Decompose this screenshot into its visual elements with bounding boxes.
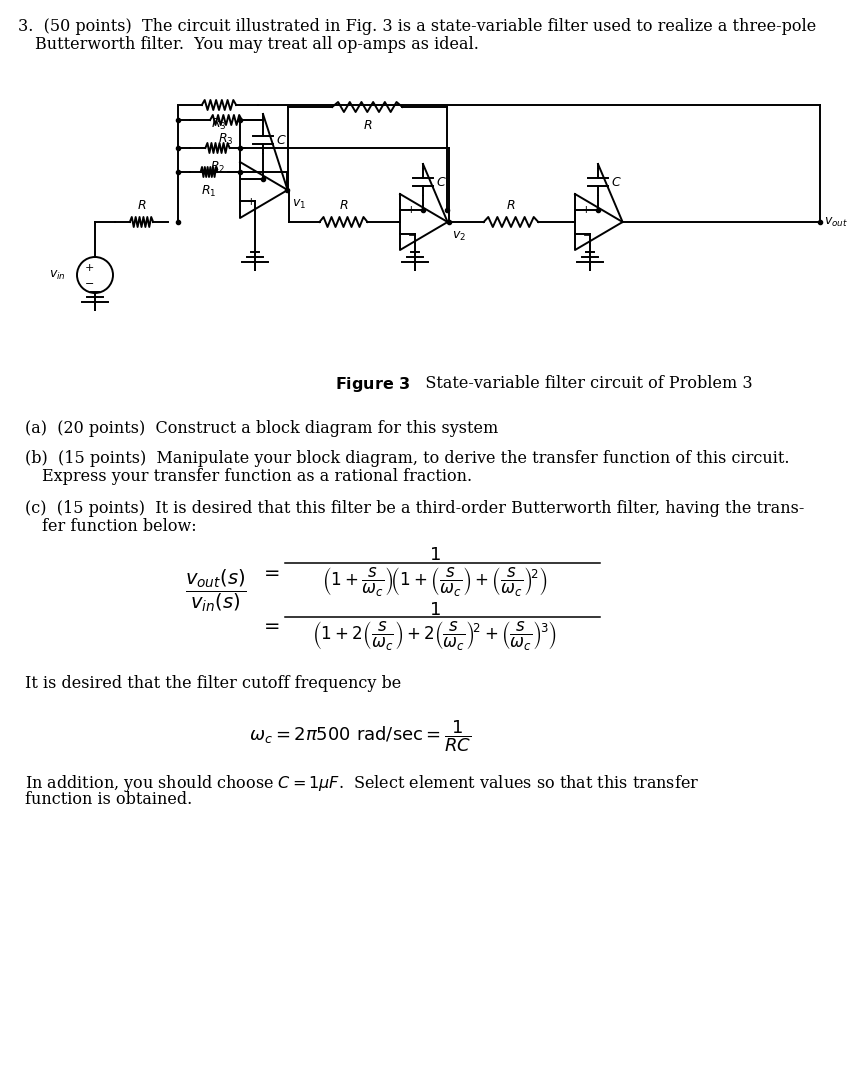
Text: Butterworth filter.  You may treat all op-amps as ideal.: Butterworth filter. You may treat all op… xyxy=(35,36,479,53)
Text: $v_1$: $v_1$ xyxy=(291,198,305,211)
Text: $R$: $R$ xyxy=(506,200,515,212)
Text: $C$: $C$ xyxy=(276,133,287,146)
Text: $-$: $-$ xyxy=(84,277,94,287)
Text: $\omega_c = 2\pi500\ \mathrm{rad/sec} = \dfrac{1}{RC}$: $\omega_c = 2\pi500\ \mathrm{rad/sec} = … xyxy=(248,718,471,753)
Text: Express your transfer function as a rational fraction.: Express your transfer function as a rati… xyxy=(42,468,472,485)
Text: $\mathbf{Figure\ 3}$: $\mathbf{Figure\ 3}$ xyxy=(334,375,409,394)
Text: (c)  (15 points)  It is desired that this filter be a third-order Butterworth fi: (c) (15 points) It is desired that this … xyxy=(25,500,804,517)
Text: +: + xyxy=(247,196,255,207)
Text: +: + xyxy=(84,262,94,273)
Text: $R_3$: $R_3$ xyxy=(218,132,234,147)
Text: $R_3$: $R_3$ xyxy=(211,117,227,132)
Text: $1$: $1$ xyxy=(428,546,440,564)
Text: $-$: $-$ xyxy=(247,173,256,184)
Text: 3.  (50 points)  The circuit illustrated in Fig. 3 is a state-variable filter us: 3. (50 points) The circuit illustrated i… xyxy=(18,18,815,35)
Text: $R$: $R$ xyxy=(339,200,348,212)
Text: +: + xyxy=(407,205,415,216)
Text: $v_{in}$: $v_{in}$ xyxy=(49,269,66,282)
Text: $=$: $=$ xyxy=(259,615,280,634)
Text: $\dfrac{v_{out}(s)}{v_{in}(s)}$: $\dfrac{v_{out}(s)}{v_{in}(s)}$ xyxy=(185,567,247,614)
Text: $R_2$: $R_2$ xyxy=(210,160,225,175)
Text: $v_{out}$: $v_{out}$ xyxy=(823,216,847,228)
Text: State-variable filter circuit of Problem 3: State-variable filter circuit of Problem… xyxy=(409,375,751,392)
Text: fer function below:: fer function below: xyxy=(42,517,196,535)
Text: $1$: $1$ xyxy=(428,601,440,619)
Text: $R$: $R$ xyxy=(363,120,372,132)
Text: $C$: $C$ xyxy=(436,176,446,189)
Text: $v_2$: $v_2$ xyxy=(451,230,465,243)
Text: $=$: $=$ xyxy=(259,562,280,582)
Text: $C$: $C$ xyxy=(610,176,621,189)
Text: $R$: $R$ xyxy=(136,200,146,212)
Text: (a)  (20 points)  Construct a block diagram for this system: (a) (20 points) Construct a block diagra… xyxy=(25,420,497,437)
Text: $-$: $-$ xyxy=(581,228,591,239)
Text: function is obtained.: function is obtained. xyxy=(25,791,192,808)
Text: +: + xyxy=(581,205,590,216)
Text: $\left(1+\dfrac{s}{\omega_c}\right)\!\left(1+\left(\dfrac{s}{\omega_c}\right)+\l: $\left(1+\dfrac{s}{\omega_c}\right)\!\le… xyxy=(322,566,547,598)
Text: $\left(1+2\left(\dfrac{s}{\omega_c}\right)+2\left(\dfrac{s}{\omega_c}\right)^{\!: $\left(1+2\left(\dfrac{s}{\omega_c}\righ… xyxy=(312,619,557,652)
Text: $-$: $-$ xyxy=(407,228,416,239)
Text: It is desired that the filter cutoff frequency be: It is desired that the filter cutoff fre… xyxy=(25,675,401,692)
Text: In addition, you should choose $C = 1\mu F$.  Select element values so that this: In addition, you should choose $C = 1\mu… xyxy=(25,773,699,794)
Text: (b)  (15 points)  Manipulate your block diagram, to derive the transfer function: (b) (15 points) Manipulate your block di… xyxy=(25,450,788,467)
Text: $R_1$: $R_1$ xyxy=(201,184,217,200)
